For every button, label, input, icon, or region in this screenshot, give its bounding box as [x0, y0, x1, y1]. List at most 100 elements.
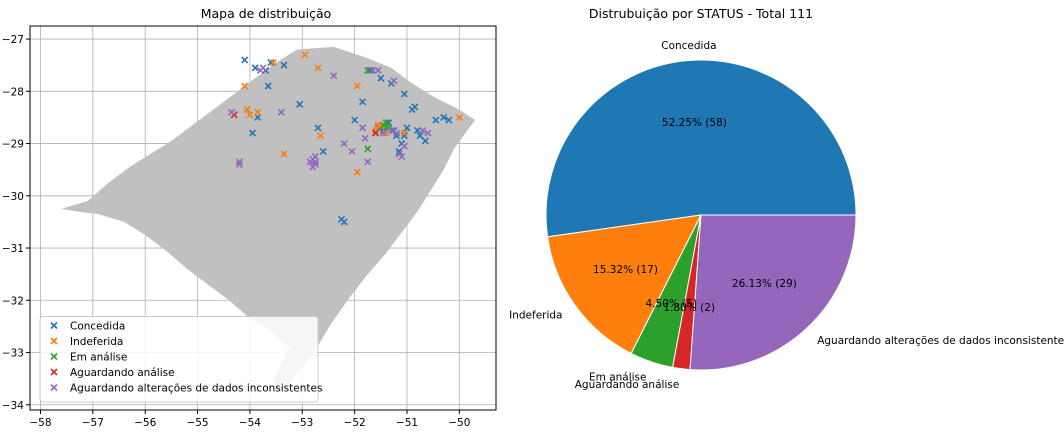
map-points — [228, 51, 463, 226]
map-point-marker — [366, 66, 374, 74]
pie-labels: 52.25% (58) Concedida 15.32% (17) Indeferid… — [509, 40, 1064, 391]
map-y-ticks: −27 −28 −29 −30 −31 −32 −33 −34 — [2, 34, 30, 412]
legend-marker — [50, 352, 58, 361]
map-region — [61, 46, 476, 392]
map-point-marker — [330, 72, 338, 80]
map-point-marker — [348, 147, 356, 155]
map-x-ticks: −58 −57 −56 −55 −54 −53 −52 −51 −50 — [29, 410, 470, 429]
map-point-marker — [387, 126, 395, 135]
legend-entry-label: Indeferida — [70, 336, 123, 348]
pie-category-label: Concedida — [661, 40, 716, 52]
map-point-marker — [432, 116, 440, 124]
map-point-marker — [314, 64, 322, 72]
map-point-marker — [259, 64, 267, 72]
map-point-marker — [395, 147, 403, 155]
map-point-marker — [440, 113, 448, 121]
map-point-marker — [364, 158, 372, 166]
map-point-marker — [280, 61, 288, 69]
map-x-tick-label: −58 — [29, 417, 51, 429]
map-point-marker — [374, 66, 382, 74]
map-point-marker — [314, 124, 322, 132]
map-point-marker — [377, 121, 385, 129]
map-point-marker — [379, 129, 387, 137]
map-axes-frame — [29, 25, 497, 411]
pie-category-label: Aguardando análise — [575, 379, 680, 391]
map-point-marker — [296, 100, 304, 108]
pie-percent-label: 4.50% (5) — [646, 298, 698, 310]
map-point-marker — [416, 132, 424, 140]
pie-category-label: Indeferida — [509, 309, 562, 321]
map-point-marker — [319, 147, 327, 155]
map-point-marker — [235, 160, 244, 169]
map-point-marker — [408, 106, 416, 114]
status-pie-chart: Distrubuição por STATUS - Total 111 52.2… — [509, 6, 1064, 391]
map-point-marker — [251, 64, 259, 72]
legend-marker — [50, 383, 58, 392]
pie-slice — [545, 59, 857, 238]
map-point-marker — [264, 82, 272, 90]
legend-entry-label: Aguardando alterações de dados inconsist… — [70, 383, 322, 395]
legend-entry-label: Concedida — [70, 321, 125, 333]
pie-slice — [689, 214, 857, 371]
pie-percent-label: 52.25% (58) — [662, 117, 727, 129]
map-point-marker — [243, 106, 251, 114]
map-point-marker — [311, 158, 319, 166]
legend-entry-label: Em análise — [70, 352, 128, 364]
scatter-map-chart: Mapa de distribuição −58 −57 −56 −55 −54 −53 −… — [2, 6, 497, 429]
map-point-marker — [358, 124, 367, 132]
map-point-marker — [235, 158, 244, 166]
pie-percent-label: 15.32% (17) — [593, 264, 658, 276]
map-y-tick-label: −33 — [2, 348, 24, 360]
map-title: Mapa de distribuição — [201, 6, 332, 21]
map-point-marker — [392, 132, 401, 140]
map-point-marker — [445, 116, 453, 124]
map-point-marker — [353, 168, 361, 176]
map-point-marker — [317, 132, 325, 140]
map-x-tick-label: −51 — [396, 417, 418, 429]
map-point-marker — [254, 113, 262, 121]
map-point-marker — [382, 119, 390, 127]
pie-title: Distrubuição por STATUS - Total 111 — [589, 6, 813, 21]
map-point-marker — [248, 129, 257, 137]
map-point-marker — [361, 134, 369, 142]
map-point-marker — [364, 145, 372, 153]
pie-slice — [546, 214, 702, 355]
map-point-marker — [254, 108, 262, 116]
map-y-tick-label: −30 — [2, 191, 24, 203]
map-point-marker — [337, 215, 346, 223]
legend-marker — [50, 337, 58, 345]
legend-marker — [50, 321, 58, 330]
map-point-marker — [403, 124, 411, 132]
map-x-tick-label: −54 — [239, 417, 261, 429]
map-point-marker — [421, 137, 429, 145]
map-x-tick-label: −55 — [186, 417, 208, 429]
map-point-marker — [280, 150, 288, 158]
map-x-tick-label: −52 — [344, 417, 366, 429]
map-point-marker — [277, 108, 285, 116]
map-point-marker — [419, 126, 427, 135]
map-point-marker — [395, 150, 403, 158]
map-point-marker — [351, 116, 359, 124]
map-x-tick-label: −57 — [82, 417, 104, 429]
map-point-marker — [246, 111, 254, 119]
map-point-marker — [267, 59, 275, 67]
map-x-tick-label: −53 — [291, 417, 313, 429]
map-y-tick-label: −29 — [2, 139, 24, 151]
map-x-tick-label: −56 — [134, 417, 156, 429]
map-point-marker — [372, 126, 380, 135]
map-point-marker — [372, 129, 380, 137]
map-point-marker — [228, 108, 236, 116]
map-point-marker — [301, 51, 309, 59]
map-point-marker — [309, 163, 317, 171]
map-y-tick-label: −32 — [2, 295, 24, 307]
map-point-marker — [340, 139, 348, 148]
map-point-marker — [400, 90, 408, 98]
map-point-marker — [369, 66, 377, 74]
pie-percent-label: 26.13% (29) — [732, 278, 797, 290]
map-point-marker — [382, 129, 390, 137]
map-point-marker — [400, 129, 408, 137]
map-point-marker — [306, 158, 314, 166]
pie-category-label: Em análise — [589, 372, 647, 384]
map-legend: Concedida Indeferida Em análise Aguardando … — [39, 316, 322, 403]
